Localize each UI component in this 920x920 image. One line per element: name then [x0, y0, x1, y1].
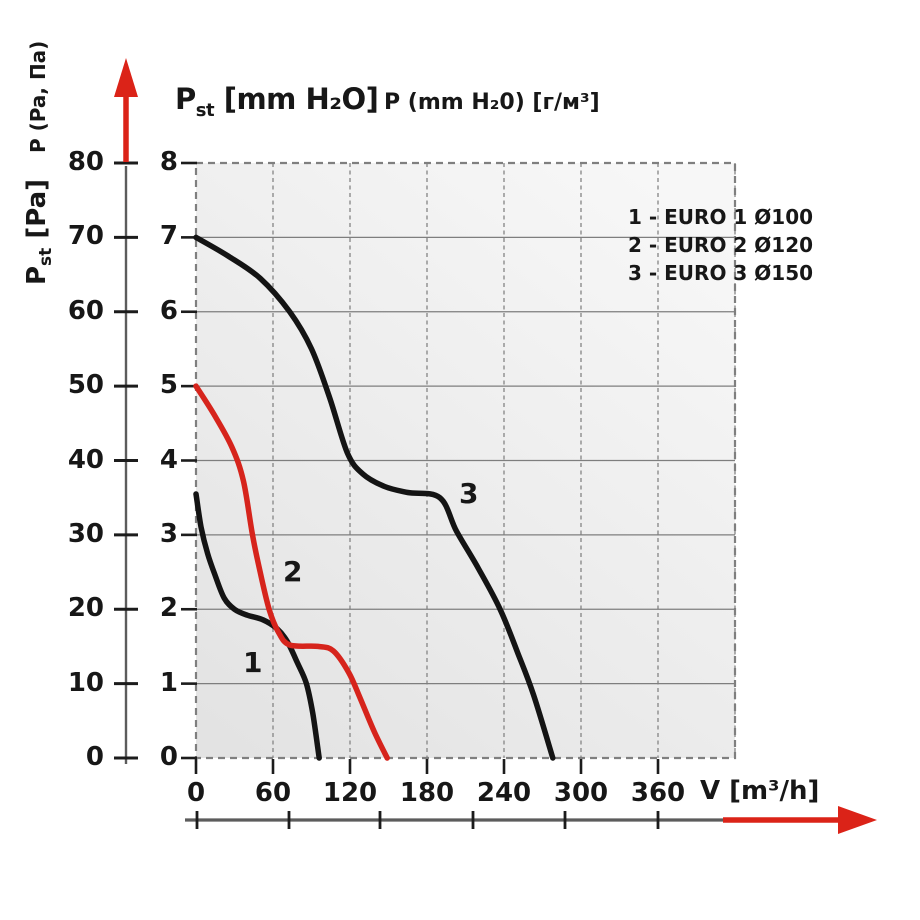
axis-ticks: [181, 161, 660, 774]
mm-tick-label-2: 2: [159, 593, 178, 624]
curve-label-1: 1: [243, 646, 263, 679]
legend: 1 - EURO 1 Ø100 2 - EURO 2 Ø120 3 - EURO…: [628, 203, 813, 287]
mm-tick-label-3: 3: [159, 518, 178, 549]
title-unit: [mm H₂O]: [214, 82, 379, 116]
legend-item-2: 2 - EURO 2 Ø120: [628, 233, 814, 257]
title-p: P: [175, 82, 196, 116]
x-axis-unit-label: V [m³/h]: [700, 776, 820, 806]
title-p-subscript: st: [195, 99, 215, 121]
pa-tick-label-10: 10: [67, 667, 104, 698]
pa-tick-label-50: 50: [67, 370, 104, 401]
pa-tick-label-80: 80: [67, 147, 104, 177]
legend-item-1: 1 - EURO 1 Ø100: [628, 205, 814, 229]
mm-tick-label-1: 1: [159, 667, 178, 698]
x-tick-label-0: 0: [186, 778, 206, 808]
y-axis-arrow: [114, 58, 138, 764]
pa-tick-label-0: 0: [85, 742, 104, 772]
y-axis-secondary-label: P (Pa, Па): [26, 40, 50, 153]
curve-1: [193, 491, 322, 761]
curve-2: [193, 383, 390, 761]
pa-tick-label-30: 30: [67, 518, 104, 549]
x-tick-label-240: 240: [476, 778, 532, 808]
mm-tick-label-6: 6: [159, 295, 178, 326]
mm-tick-label-0: 0: [159, 742, 178, 772]
pa-tick-label-70: 70: [67, 221, 104, 252]
x-tick-label-120: 120: [322, 778, 378, 808]
curve-3: [193, 234, 556, 761]
x-axis-arrow: [185, 806, 877, 834]
pa-tick-label-60: 60: [67, 295, 104, 326]
x-tick-label-60: 60: [254, 778, 292, 808]
chart-title-secondary: P (mm H₂0) [г/м³]: [384, 90, 600, 115]
gridlines: [196, 163, 736, 758]
x-tick-label-300: 300: [553, 778, 609, 808]
curve-label-3: 3: [459, 477, 479, 510]
chart-title-primary: Pst [mm H₂O]: [175, 82, 379, 121]
x-tick-label-360: 360: [630, 778, 686, 808]
pa-tick-label-40: 40: [67, 444, 104, 475]
curve-label-2: 2: [283, 555, 303, 588]
x-tick-label-180: 180: [399, 778, 455, 808]
mm-tick-label-7: 7: [159, 221, 178, 252]
mm-tick-label-5: 5: [159, 370, 178, 401]
pa-tick-label-20: 20: [67, 593, 104, 624]
legend-item-3: 3 - EURO 3 Ø150: [628, 261, 814, 285]
mm-tick-label-8: 8: [159, 147, 178, 177]
y-label-p: P: [22, 265, 52, 285]
mm-tick-label-4: 4: [159, 444, 178, 475]
